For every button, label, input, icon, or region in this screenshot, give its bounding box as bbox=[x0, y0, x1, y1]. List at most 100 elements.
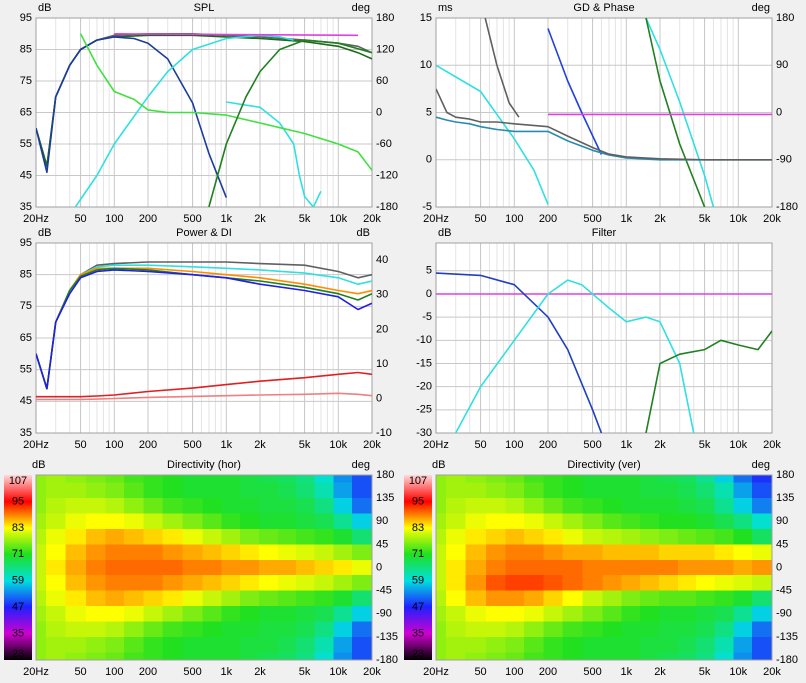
heatmap-cell bbox=[182, 636, 203, 653]
y-axis-label: dB bbox=[38, 2, 51, 14]
heatmap-cell bbox=[295, 590, 315, 607]
y-tick-label: 35 bbox=[20, 427, 32, 439]
heatmap-cell bbox=[695, 528, 715, 545]
heatmap-cell bbox=[752, 652, 773, 661]
y-tick-label: 95 bbox=[20, 12, 32, 24]
heatmap-cell bbox=[640, 636, 660, 653]
series-line bbox=[454, 279, 695, 433]
heatmap-cell bbox=[543, 606, 563, 622]
heatmap-cell bbox=[333, 652, 353, 661]
heatmap-cell bbox=[45, 528, 67, 545]
heatmap-cell bbox=[640, 498, 660, 515]
heatmap-cell bbox=[733, 559, 753, 576]
x-tick-label: 500 bbox=[183, 213, 201, 225]
y-tick-label: 5 bbox=[426, 265, 432, 277]
heatmap-cell bbox=[240, 636, 260, 653]
heatmap-cell bbox=[602, 606, 623, 622]
heatmap-cell bbox=[562, 559, 583, 576]
heatmap-cell bbox=[333, 575, 353, 592]
heatmap-cell bbox=[582, 606, 603, 622]
panel: SPL dB deg 20Hz 50 100 200 500 1k 2k 5k 10k 20k 95 85 7… bbox=[20, 2, 398, 225]
colorbar-tick-label: 107 bbox=[9, 475, 27, 487]
y-tick-label: -5 bbox=[422, 201, 432, 213]
heatmap-cell bbox=[733, 606, 753, 622]
heatmap-cell bbox=[621, 528, 641, 545]
heatmap-cell bbox=[640, 559, 660, 576]
heatmap-cell bbox=[202, 559, 223, 576]
heatmap-cell bbox=[162, 482, 183, 499]
heatmap-cell bbox=[524, 606, 544, 622]
heatmap-cell bbox=[86, 475, 107, 484]
heatmap-cell bbox=[445, 475, 467, 484]
heatmap-cell bbox=[714, 559, 735, 576]
x-tick-label: 100 bbox=[105, 666, 123, 678]
heatmap-cell bbox=[445, 544, 467, 561]
heatmap-cell bbox=[182, 513, 203, 530]
heatmap-cell bbox=[278, 559, 297, 576]
heatmap-cell bbox=[105, 636, 125, 653]
heatmap-cell bbox=[524, 513, 544, 530]
heatmap-cell bbox=[295, 482, 315, 499]
heatmap-cell bbox=[86, 544, 107, 561]
heatmap bbox=[436, 475, 773, 661]
heatmap-cell bbox=[124, 513, 144, 530]
x-tick-label: 200 bbox=[139, 439, 157, 451]
y-axis-label: ms bbox=[438, 2, 453, 14]
heatmap-cell bbox=[524, 559, 544, 576]
heatmap-cell bbox=[582, 621, 603, 638]
x-tick-label: 20Hz bbox=[423, 213, 449, 225]
heatmap-cell bbox=[65, 528, 87, 545]
y-tick-label: 85 bbox=[20, 269, 32, 281]
plot-border bbox=[435, 474, 773, 661]
heatmap-cell bbox=[86, 652, 107, 661]
heatmap-cell bbox=[221, 590, 241, 607]
plot-border bbox=[35, 17, 373, 208]
heatmap-cell bbox=[621, 652, 641, 661]
heatmap-cell bbox=[752, 636, 773, 653]
heatmap-cell bbox=[202, 528, 223, 545]
heatmap-cell bbox=[752, 559, 773, 576]
y2-tick-label: 120 bbox=[376, 43, 394, 55]
heatmap-cell bbox=[752, 498, 773, 515]
y-axis-label: dB bbox=[438, 227, 451, 239]
heatmap-cell bbox=[695, 652, 715, 661]
heatmap-cell bbox=[36, 559, 47, 576]
heatmap-cell bbox=[333, 482, 353, 499]
heatmap-cell bbox=[202, 590, 223, 607]
colorbar-tick-label: 59 bbox=[412, 575, 424, 587]
heatmap-cell bbox=[445, 498, 467, 515]
heatmap-cell bbox=[162, 498, 183, 515]
y2-tick-label: 0 bbox=[376, 106, 382, 118]
heatmap-cell bbox=[333, 590, 353, 607]
heatmap-cell bbox=[678, 575, 697, 592]
heatmap-cell bbox=[465, 498, 487, 515]
heatmap-cell bbox=[36, 575, 47, 592]
heatmap-cell bbox=[182, 475, 203, 484]
heatmap-cell bbox=[543, 482, 563, 499]
heatmap-cell bbox=[678, 475, 697, 484]
heatmap-cell bbox=[602, 590, 623, 607]
heatmap-cell bbox=[124, 606, 144, 622]
heatmap-cell bbox=[562, 498, 583, 515]
heatmap-cell bbox=[562, 544, 583, 561]
heatmap-cell bbox=[445, 590, 467, 607]
series-line bbox=[484, 18, 520, 118]
heatmap-cell bbox=[436, 513, 447, 530]
heatmap-cell bbox=[602, 544, 623, 561]
y-tick-label: 0 bbox=[426, 288, 432, 300]
x-tick-label: 20k bbox=[363, 213, 381, 225]
heatmap-cell bbox=[733, 636, 753, 653]
x-tick-label: 50 bbox=[474, 666, 486, 678]
heatmap-cell bbox=[162, 559, 183, 576]
heatmap-cell bbox=[733, 652, 753, 661]
colorbar-tick-label: 107 bbox=[409, 475, 427, 487]
heatmap-cell bbox=[314, 606, 335, 622]
y-tick-label: -180 bbox=[376, 654, 398, 666]
heatmap-cell bbox=[486, 475, 507, 484]
heatmap-cell bbox=[143, 575, 163, 592]
heatmap-cell bbox=[524, 482, 544, 499]
heatmap-cell bbox=[202, 475, 223, 484]
colorbar bbox=[404, 475, 432, 660]
heatmap-cell bbox=[278, 544, 297, 561]
